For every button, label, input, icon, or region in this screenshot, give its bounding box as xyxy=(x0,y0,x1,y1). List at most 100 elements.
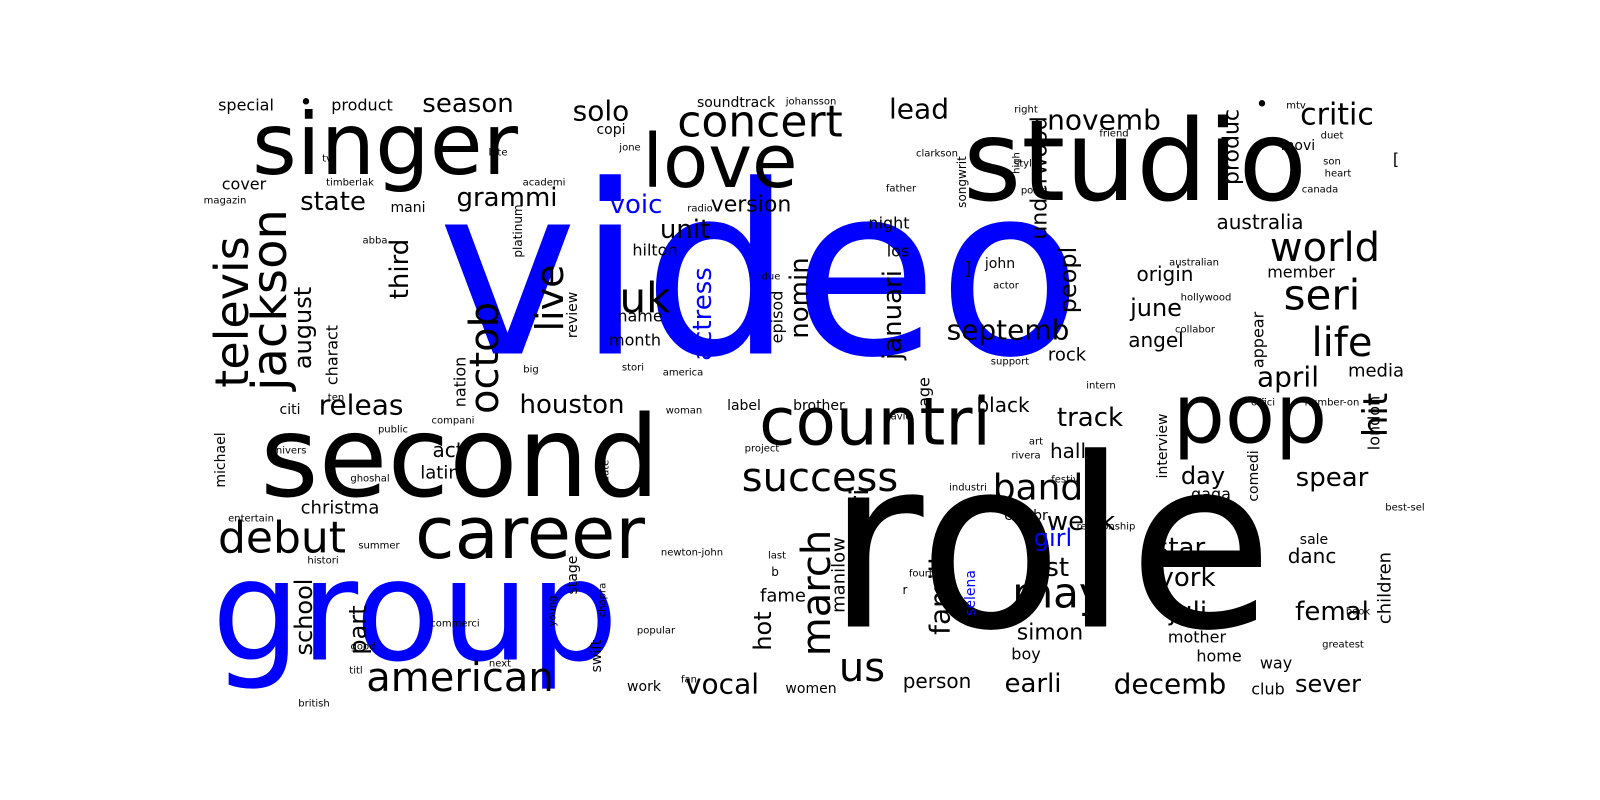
cloud-word: hollywood xyxy=(1181,293,1232,304)
cloud-word: friend xyxy=(1099,129,1128,140)
cloud-word: hall xyxy=(1050,439,1086,463)
cloud-word: offici xyxy=(1251,398,1275,409)
cloud-word: hot xyxy=(749,611,777,650)
cloud-word: date xyxy=(601,460,612,483)
cloud-word: heart xyxy=(1325,169,1352,180)
cloud-word: critic xyxy=(1300,98,1374,133)
cloud-word: studio xyxy=(963,97,1307,227)
cloud-word: commerci xyxy=(430,619,479,630)
cloud-word: annual xyxy=(886,505,920,516)
cloud-word: australia xyxy=(1216,210,1303,234)
cloud-word: platinum xyxy=(511,204,525,257)
cloud-word: name xyxy=(617,307,662,326)
cloud-word: titl xyxy=(349,666,362,677)
cloud-word: jackson xyxy=(242,209,298,392)
cloud-word: role xyxy=(827,408,1274,683)
cloud-word: sever xyxy=(1295,670,1361,698)
cloud-word: london xyxy=(1365,396,1384,450)
cloud-word: danc xyxy=(1288,544,1337,568)
cloud-word: concert xyxy=(677,97,843,148)
cloud-word: celebr xyxy=(1004,508,1048,524)
cloud-word: songwrit xyxy=(955,156,969,208)
cloud-word: b xyxy=(771,565,779,579)
cloud-word: produc xyxy=(1220,109,1245,185)
cloud-word: compani xyxy=(432,416,475,427)
cloud-word: children xyxy=(1375,552,1396,624)
cloud-word: special xyxy=(218,96,274,115)
cloud-word: success xyxy=(742,455,898,501)
cloud-word: greatest xyxy=(1322,640,1364,651)
cloud-word: industri xyxy=(949,483,987,494)
cloud-word: woman xyxy=(666,406,703,417)
cloud-word: clarkson xyxy=(916,149,958,160)
cloud-word: pop xyxy=(1173,368,1327,463)
cloud-word: • xyxy=(1256,93,1269,118)
cloud-word: june xyxy=(1129,294,1182,322)
cloud-word: us xyxy=(839,645,885,691)
cloud-word: televis xyxy=(205,236,259,387)
cloud-word: john xyxy=(984,256,1015,272)
cloud-word: intern xyxy=(1086,381,1115,392)
cloud-word: women xyxy=(785,681,836,697)
cloud-word: relationship xyxy=(1077,522,1136,533)
cloud-word: tv xyxy=(322,154,332,165)
cloud-word: christma xyxy=(301,498,380,519)
cloud-word: america xyxy=(663,368,704,379)
cloud-word: best-sel xyxy=(1385,503,1424,514)
cloud-word: mtv xyxy=(1286,101,1306,112)
cloud-word: hit xyxy=(1356,393,1396,437)
cloud-word: r xyxy=(903,583,908,597)
cloud-word: ten xyxy=(328,393,344,404)
cloud-word: johansson xyxy=(785,97,837,108)
cloud-word: actor xyxy=(993,281,1020,292)
cloud-word: underwood xyxy=(1028,116,1053,239)
cloud-word: unit xyxy=(660,215,710,245)
cloud-word: citi xyxy=(280,402,301,418)
cloud-word: septemb xyxy=(947,314,1070,347)
cloud-word: earli xyxy=(1004,669,1061,699)
cloud-word: januari xyxy=(878,270,908,361)
cloud-word: jone xyxy=(618,143,640,154)
cloud-word: state xyxy=(300,187,366,217)
cloud-word: mani xyxy=(391,200,426,216)
cloud-word: houston xyxy=(520,390,625,420)
cloud-word: ] xyxy=(964,259,971,280)
cloud-word: father xyxy=(886,184,917,195)
cloud-word: famili xyxy=(924,557,957,635)
cloud-word: cover xyxy=(222,175,267,194)
cloud-word: august xyxy=(289,287,317,369)
cloud-word: due xyxy=(762,272,781,283)
cloud-word: list xyxy=(1031,553,1069,583)
cloud-word: david xyxy=(884,412,912,423)
cloud-word: group xyxy=(212,531,619,694)
cloud-word: video xyxy=(438,135,1083,410)
cloud-word: univers xyxy=(270,446,307,457)
cloud-word: vocal xyxy=(685,668,759,701)
cloud-word: day xyxy=(1181,462,1225,490)
cloud-word: age xyxy=(915,377,934,407)
cloud-word: peopl xyxy=(1054,247,1082,314)
cloud-word: angel xyxy=(1128,328,1184,352)
cloud-word: juli xyxy=(1168,597,1207,627)
cloud-word: fan xyxy=(681,675,697,686)
cloud-word: solo xyxy=(573,95,630,128)
cloud-word: last xyxy=(768,551,786,562)
cloud-word: appear xyxy=(1249,311,1268,368)
cloud-word: entertain xyxy=(228,514,274,525)
cloud-word: februari xyxy=(845,489,875,592)
cloud-word: simon xyxy=(1017,621,1083,646)
cloud-word: label xyxy=(727,398,761,414)
cloud-word: club xyxy=(1251,680,1285,699)
cloud-word: product xyxy=(331,96,393,115)
cloud-word: seri xyxy=(1284,271,1361,320)
cloud-word: novemb xyxy=(1047,104,1161,137)
cloud-word: hilton xyxy=(632,241,677,260)
cloud-word: stage xyxy=(565,556,581,595)
cloud-word: night xyxy=(868,214,909,233)
cloud-word: part xyxy=(344,605,372,654)
cloud-word: releas xyxy=(319,389,404,422)
cloud-word: gaga xyxy=(1191,485,1231,504)
